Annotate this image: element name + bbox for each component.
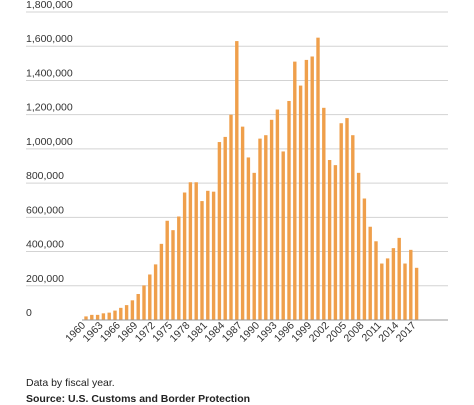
y-tick-label: 400,000: [26, 239, 64, 251]
bar-1970: [142, 285, 146, 320]
x-axis-tick-labels: 1960196319661969197219751978198119841987…: [63, 320, 419, 345]
bar-1990: [258, 138, 262, 320]
bar-1999: [310, 56, 314, 320]
bar-1991: [264, 135, 268, 320]
bar-1996: [293, 61, 297, 320]
bar-1969: [136, 293, 140, 320]
y-tick-label: 600,000: [26, 204, 64, 216]
bar-1997: [298, 85, 303, 320]
bar-1977: [182, 192, 187, 320]
bars: [84, 37, 419, 321]
bar-2013: [391, 248, 396, 320]
bar-1972: [153, 264, 158, 320]
bar-2016: [409, 249, 413, 320]
bar-1960: [84, 316, 88, 320]
bar-2015: [403, 263, 407, 320]
y-tick-label: 200,000: [26, 273, 64, 285]
bar-1968: [130, 300, 135, 320]
bar-1963: [101, 313, 106, 320]
bar-1985: [229, 114, 233, 321]
bar-1975: [171, 230, 175, 320]
y-axis-tick-labels: 0 200,000 400,000 600,000 800,000 1,000,000 1,…: [26, 0, 73, 319]
bar-1974: [165, 220, 169, 320]
bar-1978: [188, 182, 193, 320]
bar-1964: [107, 312, 111, 320]
bar-1992: [269, 119, 274, 320]
y-tick-label: 1,800,000: [26, 0, 73, 11]
bar-1979: [194, 182, 198, 320]
bar-2007: [356, 172, 361, 320]
bar-1961: [90, 314, 94, 320]
bar-2009: [368, 226, 372, 320]
footnote-fiscal-year: Data by fiscal year.: [26, 377, 115, 389]
bar-1976: [177, 216, 181, 320]
bar-2011: [380, 263, 384, 320]
bar-2010: [374, 241, 378, 320]
y-tick-label: 1,000,000: [26, 136, 73, 148]
y-tick-label: 800,000: [26, 170, 64, 182]
bar-1988: [246, 157, 251, 320]
y-tick-label: 1,200,000: [26, 102, 73, 114]
y-tick-label: 1,600,000: [26, 33, 73, 45]
bar-1994: [281, 151, 285, 320]
bar-1983: [217, 142, 222, 320]
bar-1984: [223, 136, 227, 320]
bar-1962: [95, 314, 100, 320]
bar-1967: [124, 305, 129, 320]
footnote-source: Source: U.S. Customs and Border Protecti…: [26, 393, 251, 405]
bar-1993: [275, 109, 280, 321]
bar-1971: [148, 274, 152, 320]
bar-2012: [385, 258, 390, 320]
bar-1982: [211, 191, 216, 320]
y-tick-label: 0: [26, 307, 32, 319]
bar-1987: [240, 126, 245, 321]
bar-2005: [345, 118, 349, 320]
y-tick-label: 1,400,000: [26, 67, 73, 79]
bar-2001: [322, 107, 326, 320]
bar-2017: [414, 267, 419, 320]
x-tick-label: 2017: [394, 320, 419, 345]
bar-1965: [113, 310, 117, 320]
bar-2000: [316, 37, 320, 321]
bar-1998: [304, 59, 309, 321]
bar-1986: [235, 41, 239, 320]
bar-2002: [327, 160, 332, 320]
bar-2014: [397, 237, 401, 320]
bar-1995: [287, 100, 291, 320]
bar-1980: [200, 201, 204, 320]
bar-2008: [362, 198, 367, 320]
bar-1966: [119, 307, 123, 320]
bar-1981: [206, 190, 210, 320]
bar-1973: [159, 243, 164, 320]
bar-1989: [252, 172, 256, 320]
bar-2004: [339, 123, 343, 320]
bar-2006: [351, 135, 355, 320]
bar-2003: [333, 165, 338, 320]
